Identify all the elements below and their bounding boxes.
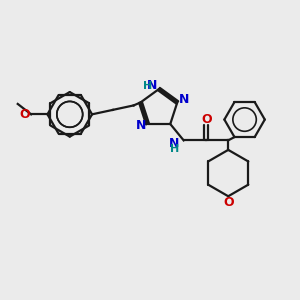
- Text: O: O: [19, 108, 30, 121]
- Text: N: N: [136, 119, 146, 132]
- Text: O: O: [201, 113, 212, 126]
- Text: H: H: [143, 80, 152, 91]
- Text: N: N: [178, 93, 189, 106]
- Text: O: O: [223, 196, 233, 209]
- Text: N: N: [169, 137, 179, 150]
- Text: N: N: [147, 79, 158, 92]
- Text: H: H: [170, 144, 179, 154]
